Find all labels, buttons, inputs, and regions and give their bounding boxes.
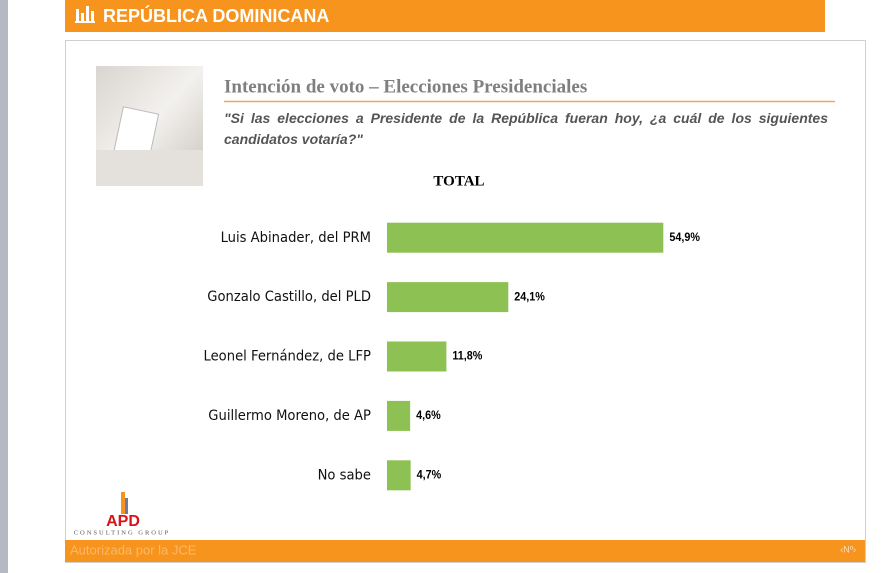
content-frame bbox=[65, 40, 866, 563]
page-number: ‹Nº› bbox=[840, 544, 856, 554]
value-label: 4,6% bbox=[416, 410, 441, 423]
category-label: No sabe bbox=[318, 467, 371, 483]
value-label: 4,7% bbox=[417, 469, 442, 482]
logo-mark bbox=[125, 498, 128, 514]
chart-subtitle: "Si las elecciones a Presidente de la Re… bbox=[224, 110, 828, 147]
logo-name: APD bbox=[106, 513, 140, 530]
panel-title: TOTAL bbox=[433, 173, 484, 189]
header-icon bbox=[75, 6, 95, 23]
bar bbox=[387, 400, 411, 431]
footer-bar bbox=[65, 540, 865, 562]
bar bbox=[387, 460, 411, 491]
ballot-box bbox=[96, 150, 203, 186]
bar bbox=[387, 341, 447, 372]
category-label: Leonel Fernández, de LFP bbox=[204, 348, 371, 364]
side-strip bbox=[0, 0, 8, 573]
logo-mark bbox=[121, 492, 125, 514]
value-label: 54,9% bbox=[669, 231, 700, 244]
footer-note: Autorizada por la JCE bbox=[70, 542, 197, 557]
category-label: Luis Abinader, del PRM bbox=[221, 229, 371, 245]
bar bbox=[387, 222, 664, 253]
bar bbox=[387, 282, 509, 313]
subtitle-box: "Si las elecciones a Presidente de la Re… bbox=[224, 110, 828, 147]
value-label: 24,1% bbox=[514, 291, 545, 304]
header-title: REPÚBLICA DOMINICANA bbox=[103, 5, 329, 26]
value-label: 11,8% bbox=[452, 350, 482, 363]
logo-tagline: CONSULTING GROUP bbox=[74, 529, 171, 536]
header-bar bbox=[65, 0, 825, 32]
category-label: Gonzalo Castillo, del PLD bbox=[207, 289, 371, 305]
category-label: Guillermo Moreno, de AP bbox=[208, 408, 371, 424]
chart-title: Intención de voto – Elecciones Presidenc… bbox=[224, 76, 587, 97]
